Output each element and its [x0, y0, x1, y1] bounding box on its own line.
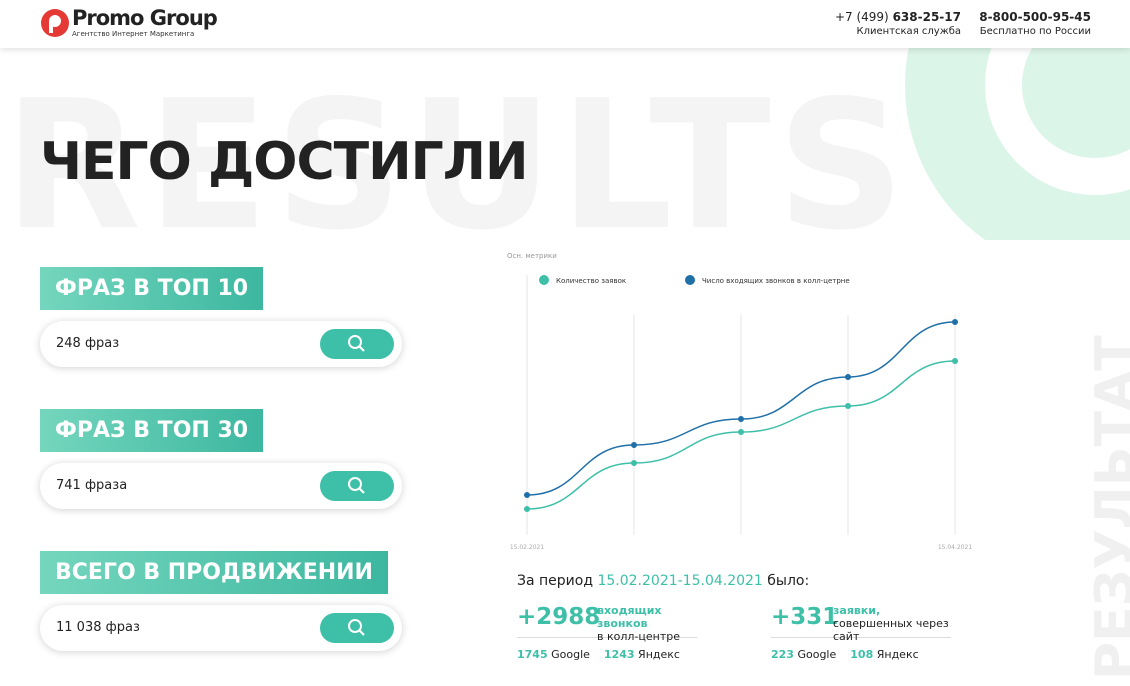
header: Promo Group Агентство Интернет Маркетинг…	[0, 0, 1130, 48]
legend-marker	[685, 275, 695, 285]
breakdown-value: 1243	[603, 648, 635, 661]
metric-label: ВСЕГО В ПРОДВИЖЕНИИ	[40, 551, 388, 594]
stat-highlight: входящих звонков	[597, 604, 662, 630]
x-tick-label: 15.04.2021	[938, 544, 973, 551]
data-point	[845, 403, 851, 409]
data-point	[738, 429, 744, 435]
stat-text: входящих звонков в колл-центре	[597, 604, 707, 643]
chart-subtitle: Осн. метрики	[507, 252, 557, 260]
phone-number: 8-800-500-95-45	[979, 10, 1091, 24]
logo-name[interactable]: Promo Group	[72, 6, 218, 30]
metric-field: 741 фраза	[40, 463, 402, 509]
phone[interactable]: 8-800-500-95-45 Бесплатно по России	[979, 10, 1091, 37]
summary-suffix: было:	[767, 573, 810, 589]
page-title: ЧЕГО ДОСТИГЛИ	[40, 132, 528, 192]
logo-tagline: Агентство Интернет Маркетинга	[72, 30, 195, 38]
data-point	[845, 374, 851, 380]
logo-icon	[41, 9, 69, 37]
x-tick-label: 15.02.2021	[510, 544, 545, 551]
breakdown-label: Google	[797, 648, 837, 661]
stat-caption: совершенных через сайт	[833, 617, 949, 643]
breakdown-label: Google	[551, 648, 590, 661]
search-icon	[348, 619, 365, 636]
breakdown-label: Яндекс	[876, 648, 919, 661]
legend-marker	[539, 275, 549, 285]
stat: +331 заявки, совершенных через сайт	[771, 604, 951, 643]
decor-circle	[905, 0, 1130, 240]
search-button[interactable]	[320, 613, 394, 643]
data-point	[631, 460, 637, 466]
breakdown-value: 108	[850, 648, 874, 661]
summary-prefix: За период	[517, 573, 594, 589]
data-point	[952, 319, 958, 325]
data-point	[524, 492, 530, 498]
phone-prefix: +7 (499)	[834, 10, 889, 24]
stat-text: заявки, совершенных через сайт	[833, 604, 951, 643]
summary-period: За период 15.02.2021-15.04.2021 было:	[517, 573, 809, 589]
stat-value: +2988	[517, 604, 601, 630]
metric-label: ФРАЗ В ТОП 30	[40, 409, 264, 452]
search-icon	[348, 335, 365, 352]
phone[interactable]: +7 (499) 638-25-17 Клиентская служба	[835, 10, 961, 37]
side-text: РЕЗУЛЬТАТ	[1085, 335, 1130, 680]
stat-breakdown: 223 Google 108 Яндекс	[771, 648, 919, 661]
breakdown-label: Яндекс	[638, 648, 680, 661]
metric-value: 248 фраз	[56, 336, 120, 351]
stat: +2988 входящих звонков в колл-центре	[517, 604, 697, 643]
metric-value: 11 038 фраз	[56, 620, 140, 635]
data-point	[952, 358, 958, 364]
legend-label: Число входящих звонков в колл-цетрне	[702, 277, 850, 285]
phone-number: 638-25-17	[892, 10, 961, 24]
stat-caption: в колл-центре	[597, 630, 680, 643]
phone-caption: Клиентская служба	[856, 26, 961, 37]
summary-dates: 15.02.2021-15.04.2021	[597, 573, 763, 589]
data-point	[631, 442, 637, 448]
metric-value: 741 фраза	[56, 478, 128, 493]
breakdown-value: 1745	[517, 648, 548, 661]
chart: Осн. метрики Количество заявок Число вход…	[507, 252, 973, 551]
background-text: RESULTS	[4, 62, 911, 269]
data-point	[738, 416, 744, 422]
metric-field: 11 038 фраз	[40, 605, 402, 651]
data-point	[524, 506, 530, 512]
legend-label: Количество заявок	[556, 277, 626, 285]
stat-breakdown: 1745 Google 1243 Яндекс	[517, 648, 680, 661]
metric-label: ФРАЗ В ТОП 10	[40, 267, 264, 310]
metric-field: 248 фраз	[40, 321, 402, 367]
search-button[interactable]	[320, 471, 394, 501]
stat-highlight: заявки,	[833, 604, 881, 617]
phone-caption: Бесплатно по России	[979, 26, 1091, 37]
stat-value: +331	[771, 604, 839, 630]
search-icon	[348, 477, 365, 494]
breakdown-value: 223	[771, 648, 794, 661]
search-button[interactable]	[320, 329, 394, 359]
